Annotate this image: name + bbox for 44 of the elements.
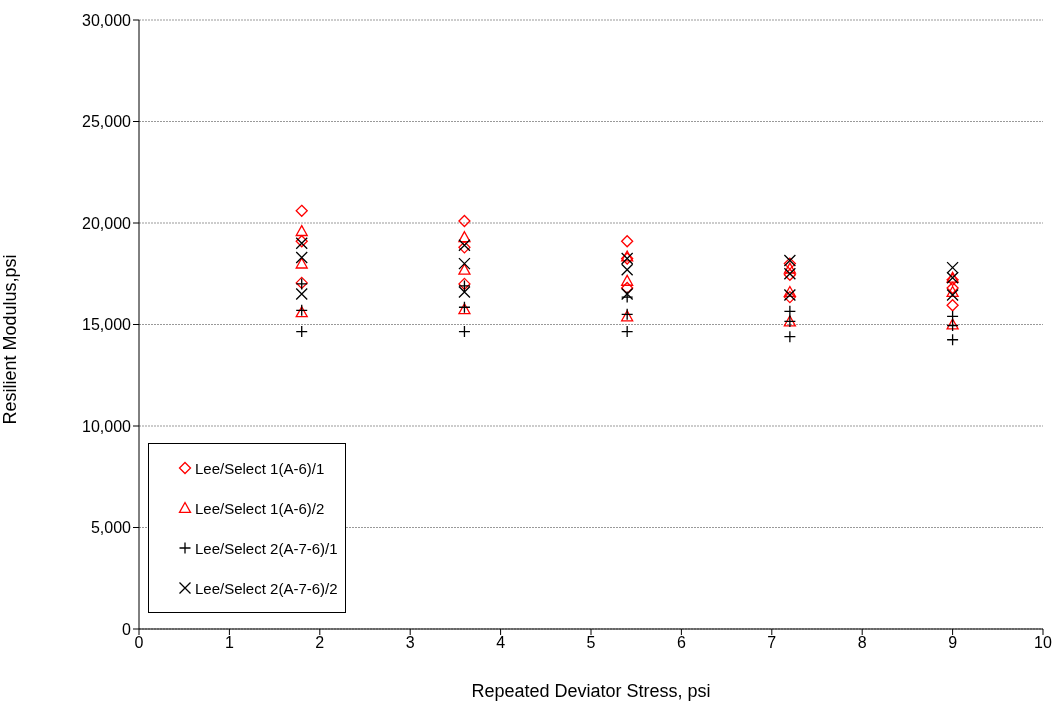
point	[946, 310, 959, 323]
point	[458, 231, 471, 243]
legend-label: Lee/Select 1(A-6)/1	[195, 459, 325, 477]
point	[621, 281, 634, 295]
legend-label: Lee/Select 2(A-7-6)/1	[195, 539, 338, 557]
point	[295, 257, 308, 269]
legend-label: Lee/Select 1(A-6)/2	[195, 499, 325, 517]
point	[946, 285, 959, 298]
y-tick-label: 20,000	[82, 214, 132, 232]
y-tick-label: 25,000	[82, 113, 132, 131]
x-axis-title: Repeated Deviator Stress, psi	[471, 681, 711, 701]
point	[295, 204, 308, 217]
point	[458, 263, 471, 275]
point	[783, 285, 797, 298]
x-tick-label: 3	[405, 634, 415, 652]
point	[458, 325, 471, 338]
point	[946, 281, 959, 295]
x-tick-label: 9	[948, 634, 958, 652]
point	[458, 257, 471, 270]
point	[783, 262, 797, 274]
y-tick-label: 5,000	[90, 519, 132, 537]
y-tick-label: 30,000	[82, 11, 132, 29]
point	[946, 288, 959, 302]
point	[946, 299, 959, 312]
x-tick-label: 1	[224, 634, 234, 652]
x-tick-label: 5	[586, 634, 596, 652]
x-tick-label: 4	[496, 634, 506, 652]
legend-label: Lee/Select 2(A-7-6)/2	[195, 579, 338, 597]
point	[621, 235, 634, 248]
point	[458, 214, 471, 228]
x-tick-label: 10	[1034, 634, 1052, 652]
x-tick-label: 0	[134, 634, 144, 652]
y-tick-label: 0	[122, 620, 132, 638]
x-tick-label: 7	[767, 634, 777, 652]
point	[946, 333, 959, 346]
y-axis-title: Resilient Modulus,psi	[0, 254, 21, 425]
x-tick-label: 6	[676, 634, 686, 652]
point	[295, 287, 308, 301]
y-tick-label: 10,000	[82, 417, 132, 435]
x-tick-label: 8	[857, 634, 867, 652]
x-tick-label: 2	[315, 634, 325, 652]
point	[295, 224, 308, 237]
point	[621, 274, 634, 286]
y-tick-label: 15,000	[82, 316, 132, 334]
